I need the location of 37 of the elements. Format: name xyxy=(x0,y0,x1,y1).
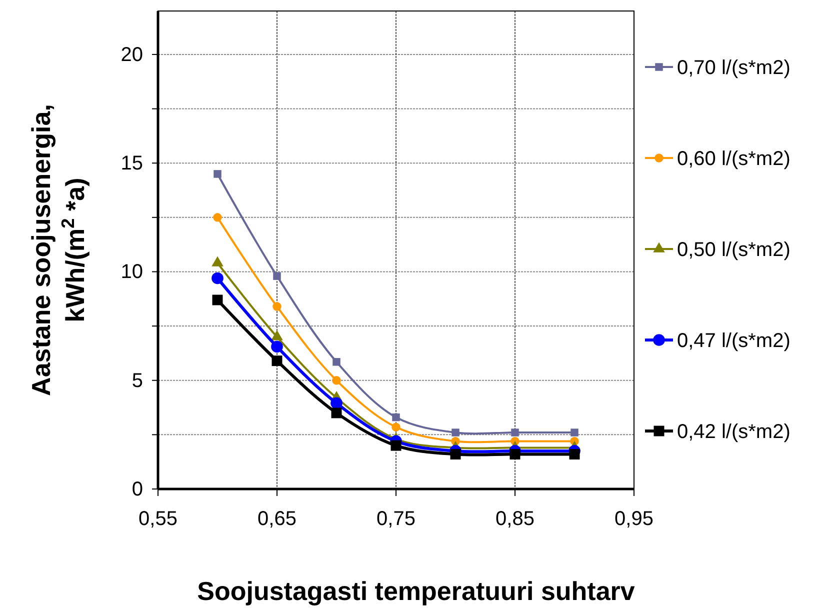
point xyxy=(452,428,460,436)
point xyxy=(392,413,400,422)
x-tick-label: 0,55 xyxy=(138,508,178,530)
x-tick-label: 0,65 xyxy=(258,508,296,530)
point xyxy=(390,440,402,451)
y-tick-label: 20 xyxy=(120,44,143,66)
legend-label: 0,50 l/(s*m2) xyxy=(677,239,790,261)
x-tick-label: 0,85 xyxy=(496,508,534,530)
point xyxy=(271,340,283,353)
point xyxy=(273,272,281,280)
y-tick-label: 5 xyxy=(132,370,143,392)
point xyxy=(332,358,340,366)
point xyxy=(450,448,461,460)
point xyxy=(272,302,282,311)
x-axis-title: Soojustagasti temperatuuri suhtarv xyxy=(197,576,636,606)
x-tick-label: 0,95 xyxy=(614,508,654,530)
point xyxy=(332,376,341,385)
legend-label: 0,60 l/(s*m2) xyxy=(677,148,790,170)
point xyxy=(213,213,222,222)
legend-label: 0,70 l/(s*m2) xyxy=(677,57,790,79)
x-tick-label: 0,75 xyxy=(376,508,416,530)
point xyxy=(214,170,222,178)
point xyxy=(569,448,580,460)
point xyxy=(212,272,224,284)
legend-label: 0,47 l/(s*m2) xyxy=(677,330,790,352)
point xyxy=(511,428,519,436)
y-tick-label: 0 xyxy=(132,478,143,500)
point xyxy=(392,422,400,432)
y-tick-label: 10 xyxy=(120,261,143,284)
point xyxy=(570,428,578,436)
point xyxy=(510,448,520,460)
y-tick-label: 15 xyxy=(120,152,143,174)
point xyxy=(331,408,342,418)
point xyxy=(272,356,282,366)
legend-label: 0,42 l/(s*m2) xyxy=(677,421,790,443)
point xyxy=(330,397,342,410)
point xyxy=(212,294,223,306)
